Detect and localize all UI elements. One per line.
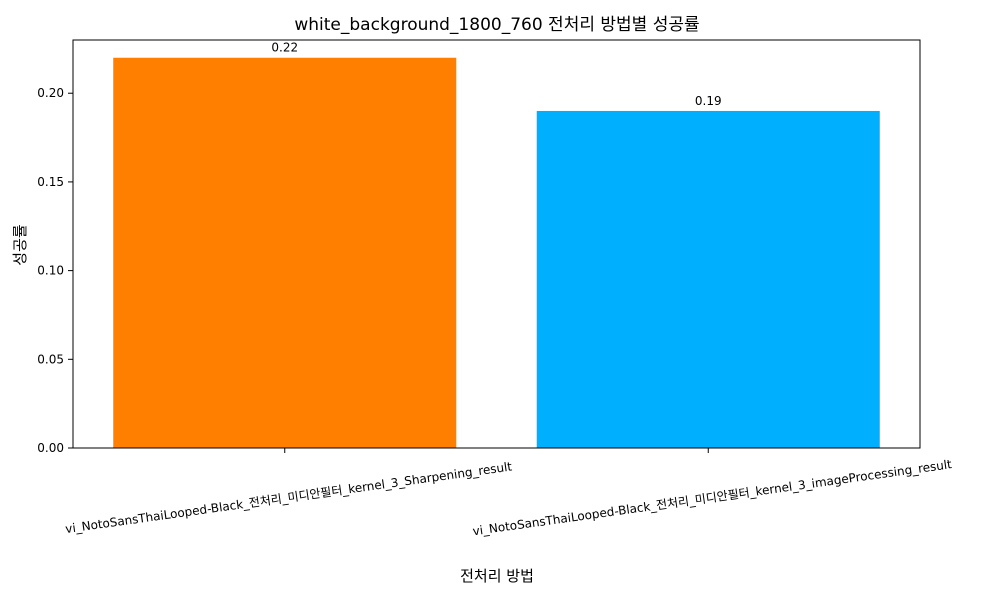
plot-area: 0.22 vi_NotoSansThaiLooped-Black_전처리_미디안필… — [37, 39, 953, 538]
y-tick-label-2: 0.05 — [37, 352, 64, 366]
y-tick-label-4: 0.15 — [37, 175, 64, 189]
data-label-1: 0.22 — [271, 41, 298, 55]
y-axis-label: 성공률 — [11, 224, 29, 266]
y-tick-label-5: 0.20 — [37, 86, 64, 100]
x-tick-label-1: vi_NotoSansThaiLooped-Black_전처리_미디안필터_ke… — [64, 459, 513, 536]
y-tick-label-1: 0.00 — [37, 441, 64, 455]
bar-2 — [536, 110, 880, 449]
chart-title: white_background_1800_760 전처리 방법별 성공률 — [294, 15, 699, 35]
bar-1 — [113, 57, 457, 448]
plot-frame — [72, 39, 921, 449]
data-label-2: 0.19 — [695, 94, 722, 108]
x-axis-label: 전처리 방법 — [460, 567, 534, 585]
y-tick-label-3: 0.10 — [37, 264, 64, 278]
x-tick-label-2: vi_NotoSansThaiLooped-Black_전처리_미디안필터_ke… — [472, 457, 953, 538]
